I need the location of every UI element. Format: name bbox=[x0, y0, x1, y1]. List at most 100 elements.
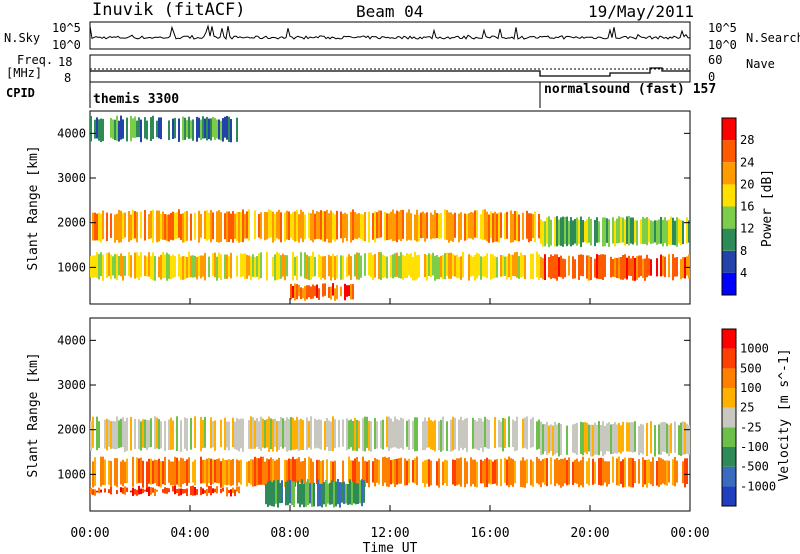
heatmap-cell bbox=[222, 118, 224, 142]
heatmap-cell bbox=[226, 116, 228, 140]
heatmap-cell bbox=[504, 418, 506, 448]
heatmap-cell bbox=[329, 482, 331, 505]
heatmap-cell bbox=[208, 118, 210, 140]
heatmap-cell bbox=[288, 418, 290, 451]
heatmap-cell bbox=[252, 417, 254, 450]
heatmap-cell bbox=[574, 423, 576, 454]
heatmap-cell bbox=[184, 256, 186, 280]
heatmap-cell bbox=[416, 417, 418, 452]
heatmap-cell bbox=[240, 212, 242, 242]
heatmap-cell bbox=[313, 482, 315, 507]
heatmap-cell bbox=[598, 458, 600, 485]
heatmap-cell bbox=[538, 458, 540, 485]
heatmap-cell bbox=[274, 213, 276, 241]
heatmap-cell bbox=[202, 116, 204, 139]
heatmap-cell bbox=[316, 284, 318, 298]
heatmap-cell bbox=[204, 416, 206, 448]
heatmap-cell bbox=[452, 254, 454, 277]
heatmap-cell bbox=[510, 254, 512, 280]
colorbar-tick-label: 25 bbox=[740, 401, 754, 415]
nave-tick-bottom: 0 bbox=[708, 70, 715, 84]
heatmap-cell bbox=[488, 419, 490, 449]
heatmap-cell bbox=[194, 212, 196, 240]
heatmap-cell bbox=[670, 216, 672, 246]
heatmap-cell bbox=[622, 217, 624, 243]
heatmap-cell bbox=[662, 459, 664, 484]
heatmap-cell bbox=[96, 117, 98, 139]
heatmap-cell bbox=[114, 458, 116, 486]
cpid-label: CPID bbox=[6, 86, 35, 100]
heatmap-cell bbox=[186, 488, 188, 496]
heatmap-cell bbox=[686, 458, 688, 484]
heatmap-cell bbox=[162, 489, 164, 493]
colorbar-swatch bbox=[722, 447, 736, 467]
heatmap-cell bbox=[634, 220, 636, 243]
colorbar-swatch bbox=[722, 228, 736, 251]
heatmap-cell bbox=[212, 459, 214, 485]
heatmap-cell bbox=[662, 219, 664, 247]
heatmap-cell bbox=[94, 489, 96, 496]
colorbar-swatch bbox=[722, 162, 736, 185]
heatmap-cell bbox=[376, 421, 378, 449]
heatmap-cell bbox=[682, 461, 684, 484]
heatmap-cell bbox=[136, 211, 138, 243]
heatmap-cell bbox=[382, 419, 384, 450]
heatmap-cell bbox=[96, 213, 98, 241]
heatmap-cell bbox=[496, 459, 498, 486]
cpid-segment-2: normalsound (fast) 157 bbox=[544, 82, 716, 97]
heatmap-cell bbox=[688, 220, 690, 243]
heatmap-cell bbox=[674, 257, 676, 277]
heatmap-cell bbox=[305, 481, 307, 507]
heatmap-cell bbox=[450, 252, 452, 279]
heatmap-cell bbox=[482, 421, 484, 452]
heatmap-cell bbox=[470, 212, 472, 239]
heatmap-cell bbox=[540, 421, 542, 456]
heatmap-cell bbox=[382, 254, 384, 279]
heatmap-cell bbox=[442, 416, 444, 451]
heatmap-cell bbox=[182, 256, 184, 280]
heatmap-cell bbox=[230, 213, 232, 240]
heatmap-cell bbox=[172, 461, 174, 486]
y-tick-label: 4000 bbox=[57, 333, 86, 347]
heatmap-cell bbox=[204, 118, 206, 139]
heatmap-cell bbox=[612, 217, 614, 244]
heatmap-cell bbox=[466, 418, 468, 453]
heatmap-cell bbox=[398, 211, 400, 240]
heatmap-cell bbox=[652, 457, 654, 487]
heatmap-cell bbox=[285, 481, 287, 506]
heatmap-cell bbox=[200, 456, 202, 484]
heatmap-cell bbox=[309, 483, 311, 504]
heatmap-cell bbox=[350, 211, 352, 243]
heatmap-cell bbox=[300, 418, 302, 450]
heatmap-cell bbox=[674, 220, 676, 246]
heatmap-cell bbox=[612, 259, 614, 277]
heatmap-cell bbox=[644, 218, 646, 244]
heatmap-cell bbox=[258, 253, 260, 280]
colorbar-swatch bbox=[722, 368, 736, 388]
colorbar-swatch bbox=[722, 329, 736, 349]
heatmap-cell bbox=[146, 419, 148, 450]
heatmap-cell bbox=[524, 255, 526, 280]
heatmap-cell bbox=[302, 211, 304, 243]
heatmap-cell bbox=[214, 488, 216, 493]
heatmap-cell bbox=[486, 253, 488, 279]
heatmap-cell bbox=[260, 252, 262, 279]
heatmap-cell bbox=[592, 458, 594, 485]
heatmap-cell bbox=[542, 459, 544, 483]
heatmap-cell bbox=[578, 219, 580, 245]
heatmap-cell bbox=[496, 213, 498, 242]
heatmap-cell bbox=[560, 424, 562, 455]
heatmap-cell bbox=[146, 256, 148, 277]
heatmap-cell bbox=[560, 255, 562, 278]
heatmap-cell bbox=[122, 119, 124, 139]
heatmap-cell bbox=[640, 423, 642, 454]
colorbar-swatch bbox=[722, 206, 736, 229]
power-y-ticks: 1000 2000 3000 4000 bbox=[57, 126, 690, 274]
heatmap-cell bbox=[370, 421, 372, 452]
heatmap-cell bbox=[518, 256, 520, 279]
heatmap-cell bbox=[594, 422, 596, 455]
heatmap-cell bbox=[336, 210, 338, 240]
heatmap-cell bbox=[368, 420, 370, 451]
heatmap-cell bbox=[256, 458, 258, 486]
heatmap-cell bbox=[244, 253, 246, 279]
